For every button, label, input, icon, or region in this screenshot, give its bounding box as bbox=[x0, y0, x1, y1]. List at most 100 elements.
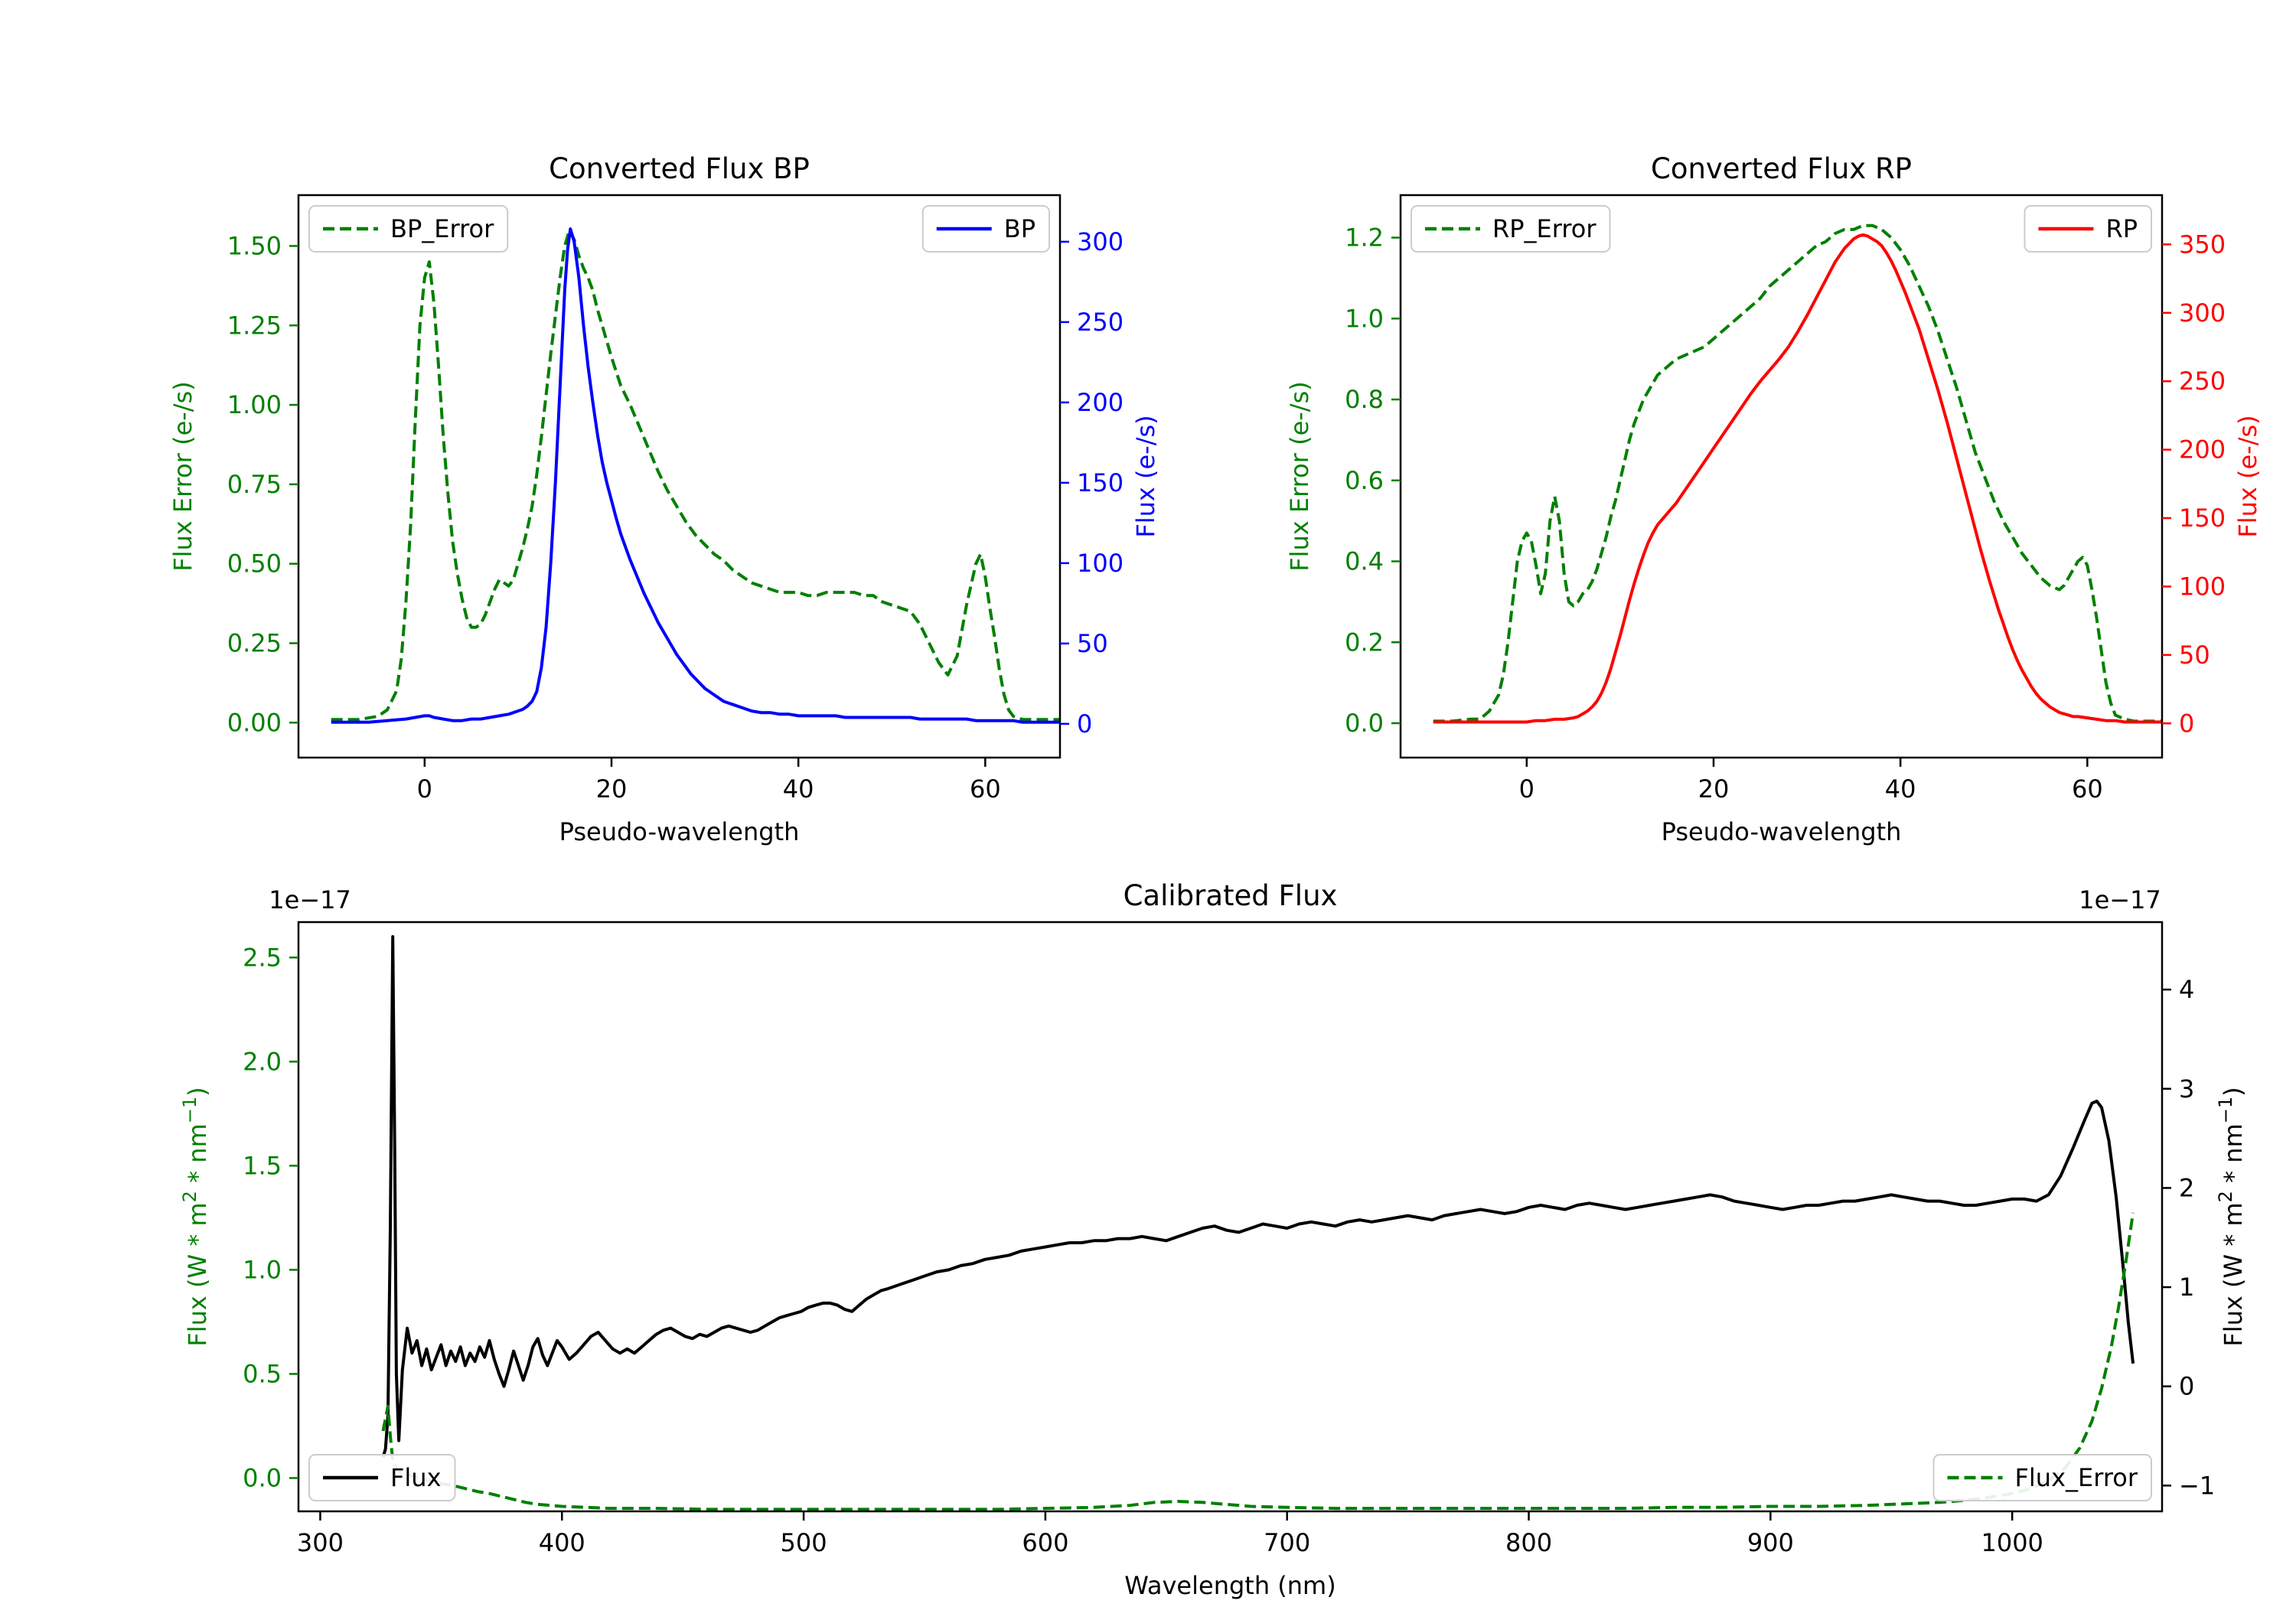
svg-text:1.2: 1.2 bbox=[1345, 223, 1384, 253]
svg-text:1000: 1000 bbox=[1981, 1528, 2043, 1557]
svg-text:0.8: 0.8 bbox=[1345, 385, 1384, 414]
bp-x-axis: 0 20 40 60 Pseudo-wavelength bbox=[417, 758, 1001, 846]
svg-text:Converted Flux BP: Converted Flux BP bbox=[549, 152, 810, 185]
svg-text:1.5: 1.5 bbox=[243, 1151, 282, 1180]
svg-text:Pseudo-wavelength: Pseudo-wavelength bbox=[1662, 817, 1902, 846]
svg-text:60: 60 bbox=[970, 774, 1001, 804]
svg-text:250: 250 bbox=[2179, 367, 2226, 396]
legend-bp-error: BP_Error bbox=[308, 205, 509, 253]
svg-text:1.0: 1.0 bbox=[1345, 304, 1384, 333]
svg-text:BP_Error: BP_Error bbox=[390, 214, 494, 243]
svg-text:2.5: 2.5 bbox=[243, 943, 282, 972]
svg-text:0: 0 bbox=[417, 774, 432, 804]
calibrated-left-y-axis: 0.0 0.5 1.0 1.5 2.0 2.5 Flux (W * m2 * nm−1) 1e… bbox=[179, 885, 351, 1492]
svg-text:100: 100 bbox=[1077, 549, 1124, 578]
svg-text:0.2: 0.2 bbox=[1345, 627, 1384, 657]
svg-text:1.50: 1.50 bbox=[227, 231, 282, 260]
svg-text:0.25: 0.25 bbox=[227, 629, 282, 658]
svg-text:0.6: 0.6 bbox=[1345, 466, 1384, 495]
svg-text:0.4: 0.4 bbox=[1345, 547, 1384, 576]
svg-text:0.75: 0.75 bbox=[227, 470, 282, 499]
svg-text:300: 300 bbox=[297, 1528, 344, 1557]
svg-text:0: 0 bbox=[1519, 774, 1534, 804]
svg-text:150: 150 bbox=[2179, 504, 2226, 533]
svg-text:50: 50 bbox=[1077, 629, 1108, 658]
rp-left-axis-label: Flux Error (e-/s) bbox=[1285, 381, 1314, 572]
bp-line bbox=[331, 227, 1060, 724]
bp-error-line bbox=[331, 228, 1060, 722]
legend-rp-error: RP_Error bbox=[1411, 205, 1611, 253]
svg-text:200: 200 bbox=[2179, 435, 2226, 464]
svg-text:300: 300 bbox=[2179, 298, 2226, 328]
svg-text:Pseudo-wavelength: Pseudo-wavelength bbox=[559, 817, 800, 846]
bp-left-y-axis: 0.00 0.25 0.50 0.75 1.00 1.25 1.50 Flux Error (… bbox=[168, 231, 298, 737]
svg-text:0: 0 bbox=[2179, 1372, 2194, 1401]
bp-right-y-axis: 0 50 100 150 200 250 300 Flux (e-/s) bbox=[1060, 227, 1160, 738]
svg-text:200: 200 bbox=[1077, 388, 1124, 417]
svg-text:250: 250 bbox=[1077, 308, 1124, 337]
svg-text:800: 800 bbox=[1505, 1528, 1552, 1557]
rp-error-line bbox=[1433, 223, 2162, 723]
svg-text:BP: BP bbox=[1004, 214, 1035, 243]
legend-rp: RP bbox=[2024, 205, 2152, 253]
svg-text:900: 900 bbox=[1747, 1528, 1794, 1557]
svg-text:1: 1 bbox=[2179, 1273, 2194, 1302]
svg-text:60: 60 bbox=[2072, 774, 2103, 804]
svg-text:1.0: 1.0 bbox=[243, 1255, 282, 1284]
bp-plot-frame bbox=[297, 194, 1062, 759]
rp-line bbox=[1433, 233, 2162, 724]
svg-text:1.00: 1.00 bbox=[227, 390, 282, 419]
calibrated-right-offset-text: 1e−17 bbox=[2079, 885, 2161, 914]
svg-text:0: 0 bbox=[1077, 709, 1092, 738]
svg-text:350: 350 bbox=[2179, 230, 2226, 259]
flux-line bbox=[381, 935, 2135, 1458]
chart-calibrated: 300 400 500 600 700 800 900 1000 Wavelength (nm)… bbox=[179, 879, 2248, 1600]
chart-rp: 0 20 40 60 Pseudo-wavelength Converted Flux R… bbox=[1285, 152, 2262, 846]
svg-text:20: 20 bbox=[596, 774, 628, 804]
rp-plot-frame bbox=[1399, 194, 2164, 759]
calibrated-right-axis-label: Flux (W * m2 * nm−1) bbox=[2215, 1087, 2248, 1346]
rp-right-axis-label: Flux (e-/s) bbox=[2233, 415, 2262, 537]
svg-text:0.5: 0.5 bbox=[243, 1359, 282, 1388]
svg-text:0.00: 0.00 bbox=[227, 708, 282, 737]
svg-text:0: 0 bbox=[2179, 709, 2194, 738]
svg-text:100: 100 bbox=[2179, 572, 2226, 601]
svg-text:700: 700 bbox=[1264, 1528, 1310, 1557]
svg-text:2: 2 bbox=[2179, 1173, 2194, 1202]
svg-text:1.25: 1.25 bbox=[227, 311, 282, 340]
calibrated-left-offset-text: 1e−17 bbox=[269, 885, 351, 914]
svg-text:RP: RP bbox=[2105, 214, 2138, 243]
svg-text:RP_Error: RP_Error bbox=[1492, 214, 1596, 243]
svg-text:300: 300 bbox=[1077, 227, 1124, 256]
legend-bp: BP bbox=[921, 205, 1050, 253]
svg-text:150: 150 bbox=[1077, 468, 1124, 497]
svg-text:Calibrated Flux: Calibrated Flux bbox=[1124, 879, 1338, 912]
svg-text:Flux: Flux bbox=[390, 1463, 442, 1492]
svg-text:40: 40 bbox=[1885, 774, 1916, 804]
svg-text:400: 400 bbox=[539, 1528, 585, 1557]
svg-text:3: 3 bbox=[2179, 1074, 2194, 1103]
svg-text:−1: −1 bbox=[2179, 1471, 2215, 1500]
bp-left-axis-label: Flux Error (e-/s) bbox=[168, 381, 197, 572]
svg-text:50: 50 bbox=[2179, 641, 2210, 670]
svg-text:600: 600 bbox=[1022, 1528, 1068, 1557]
legend-flux-error: Flux_Error bbox=[1932, 1454, 2152, 1501]
svg-text:0.0: 0.0 bbox=[243, 1463, 282, 1492]
calibrated-x-axis: 300 400 500 600 700 800 900 1000 Wavelength (nm) bbox=[297, 1511, 2043, 1600]
calibrated-right-y-axis: −1 0 1 2 3 4 Flux (W * m2 * nm−1) 1e−17 bbox=[2079, 885, 2248, 1500]
bp-right-axis-label: Flux (e-/s) bbox=[1131, 415, 1160, 537]
svg-text:2.0: 2.0 bbox=[243, 1047, 282, 1076]
svg-text:500: 500 bbox=[781, 1528, 827, 1557]
svg-text:Wavelength (nm): Wavelength (nm) bbox=[1124, 1571, 1336, 1600]
calibrated-plot-frame bbox=[297, 921, 2164, 1513]
svg-text:0.0: 0.0 bbox=[1345, 709, 1384, 738]
svg-text:20: 20 bbox=[1698, 774, 1730, 804]
calibrated-left-axis-label: Flux (W * m2 * nm−1) bbox=[179, 1087, 212, 1346]
svg-text:0.50: 0.50 bbox=[227, 549, 282, 579]
rp-right-y-axis: 0 50 100 150 200 250 300 350 Flux (e-/s) bbox=[2162, 230, 2262, 738]
rp-left-y-axis: 0.0 0.2 0.4 0.6 0.8 1.0 1.2 Flux Error (e-/s) bbox=[1285, 223, 1401, 738]
rp-x-axis: 0 20 40 60 Pseudo-wavelength bbox=[1519, 758, 2103, 846]
